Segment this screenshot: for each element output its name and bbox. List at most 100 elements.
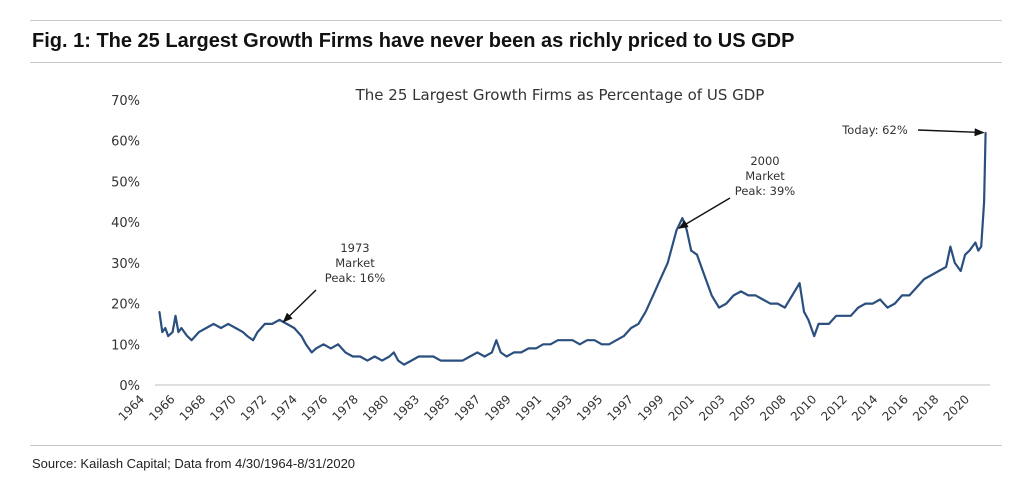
data-point bbox=[164, 327, 167, 329]
annotation-arrow bbox=[917, 128, 985, 137]
annotation-text: Market bbox=[335, 256, 375, 270]
x-tick-label: 2012 bbox=[818, 392, 849, 423]
data-point bbox=[980, 245, 983, 248]
data-point bbox=[186, 335, 189, 337]
data-point bbox=[696, 253, 698, 256]
annotation-text: Peak: 39% bbox=[735, 184, 795, 198]
data-point bbox=[675, 229, 678, 232]
data-point bbox=[476, 351, 479, 354]
data-point bbox=[439, 359, 442, 362]
x-tick-label: 2018 bbox=[910, 392, 941, 423]
x-tick-label: 2014 bbox=[849, 392, 880, 423]
data-point bbox=[671, 245, 673, 248]
data-point bbox=[227, 323, 230, 325]
y-tick-label: 70% bbox=[111, 94, 140, 109]
data-point bbox=[659, 278, 662, 280]
data-point bbox=[915, 286, 918, 289]
data-point bbox=[813, 335, 816, 337]
data-point bbox=[798, 282, 801, 285]
x-axis: 1964 1966 1968 1970 1972 1974 1976 1978 1980 1983… bbox=[116, 384, 990, 424]
y-tick-label: 60% bbox=[111, 135, 140, 150]
data-point bbox=[740, 290, 742, 293]
x-tick-label: 2005 bbox=[727, 392, 758, 423]
data-point bbox=[857, 306, 859, 309]
data-point bbox=[718, 306, 720, 309]
x-tick-label: 1995 bbox=[574, 392, 605, 423]
data-point bbox=[461, 359, 464, 362]
data-point bbox=[499, 351, 502, 354]
data-point bbox=[158, 310, 161, 313]
data-point bbox=[593, 339, 596, 342]
data-point bbox=[901, 294, 903, 297]
data-point bbox=[310, 351, 313, 354]
data-point bbox=[198, 331, 200, 333]
data-point bbox=[842, 314, 845, 317]
data-point bbox=[945, 266, 947, 268]
source-note: Source: Kailash Capital; Data from 4/30/… bbox=[32, 456, 356, 471]
data-point bbox=[850, 314, 852, 317]
data-point bbox=[322, 343, 325, 346]
x-tick-label: 1972 bbox=[238, 392, 269, 423]
x-tick-label: 1997 bbox=[605, 392, 636, 423]
data-point bbox=[392, 351, 395, 354]
data-point bbox=[637, 323, 640, 325]
x-tick-label: 1993 bbox=[543, 392, 574, 423]
data-point bbox=[817, 323, 820, 325]
data-point bbox=[344, 351, 347, 354]
x-tick-label: 2008 bbox=[757, 392, 788, 423]
x-tick-label: 1980 bbox=[360, 392, 391, 423]
data-point bbox=[246, 335, 249, 337]
data-point bbox=[351, 355, 354, 358]
annotation-arrow bbox=[282, 289, 317, 323]
data-point bbox=[337, 343, 339, 346]
x-tick-label: 1970 bbox=[207, 392, 238, 423]
data-point bbox=[644, 310, 647, 313]
data-point bbox=[968, 249, 971, 252]
data-point bbox=[725, 302, 728, 305]
data-point bbox=[984, 131, 987, 134]
data-point bbox=[703, 274, 706, 276]
data-point bbox=[167, 335, 169, 337]
data-point bbox=[769, 302, 772, 305]
data-point bbox=[803, 310, 805, 313]
data-point bbox=[949, 245, 952, 248]
data-point bbox=[954, 262, 956, 264]
top-rule bbox=[30, 20, 1002, 21]
y-tick-label: 20% bbox=[111, 298, 140, 313]
data-point bbox=[879, 298, 881, 301]
data-point bbox=[608, 343, 610, 346]
data-point bbox=[622, 335, 625, 337]
x-tick-label: 2016 bbox=[880, 392, 911, 423]
data-point bbox=[732, 294, 735, 297]
annotation: Today: 62% bbox=[841, 123, 985, 137]
data-point bbox=[542, 343, 545, 346]
data-point bbox=[828, 323, 830, 325]
y-tick-label: 30% bbox=[111, 257, 140, 272]
data-point bbox=[469, 355, 471, 358]
data-point bbox=[177, 331, 180, 333]
data-point bbox=[212, 323, 215, 325]
data-point bbox=[410, 359, 413, 362]
data-point bbox=[174, 314, 177, 317]
data-point bbox=[822, 323, 824, 325]
x-tick-label: 1983 bbox=[391, 392, 422, 423]
bottom-rule bbox=[30, 445, 1002, 446]
annotation-text: 1973 bbox=[340, 241, 369, 255]
data-point bbox=[681, 217, 684, 219]
data-point bbox=[791, 294, 794, 297]
y-tick-label: 50% bbox=[111, 175, 140, 190]
data-point bbox=[454, 359, 457, 362]
data-point bbox=[535, 347, 537, 350]
data-point bbox=[293, 327, 295, 329]
data-point bbox=[359, 355, 361, 358]
x-tick-label: 1989 bbox=[482, 392, 513, 423]
data-point bbox=[252, 339, 254, 342]
data-point bbox=[974, 241, 977, 244]
data-point bbox=[886, 306, 889, 309]
data-point bbox=[923, 278, 925, 280]
data-point bbox=[425, 355, 427, 358]
data-point bbox=[685, 229, 688, 232]
data-point bbox=[977, 249, 980, 252]
data-point bbox=[520, 351, 523, 354]
